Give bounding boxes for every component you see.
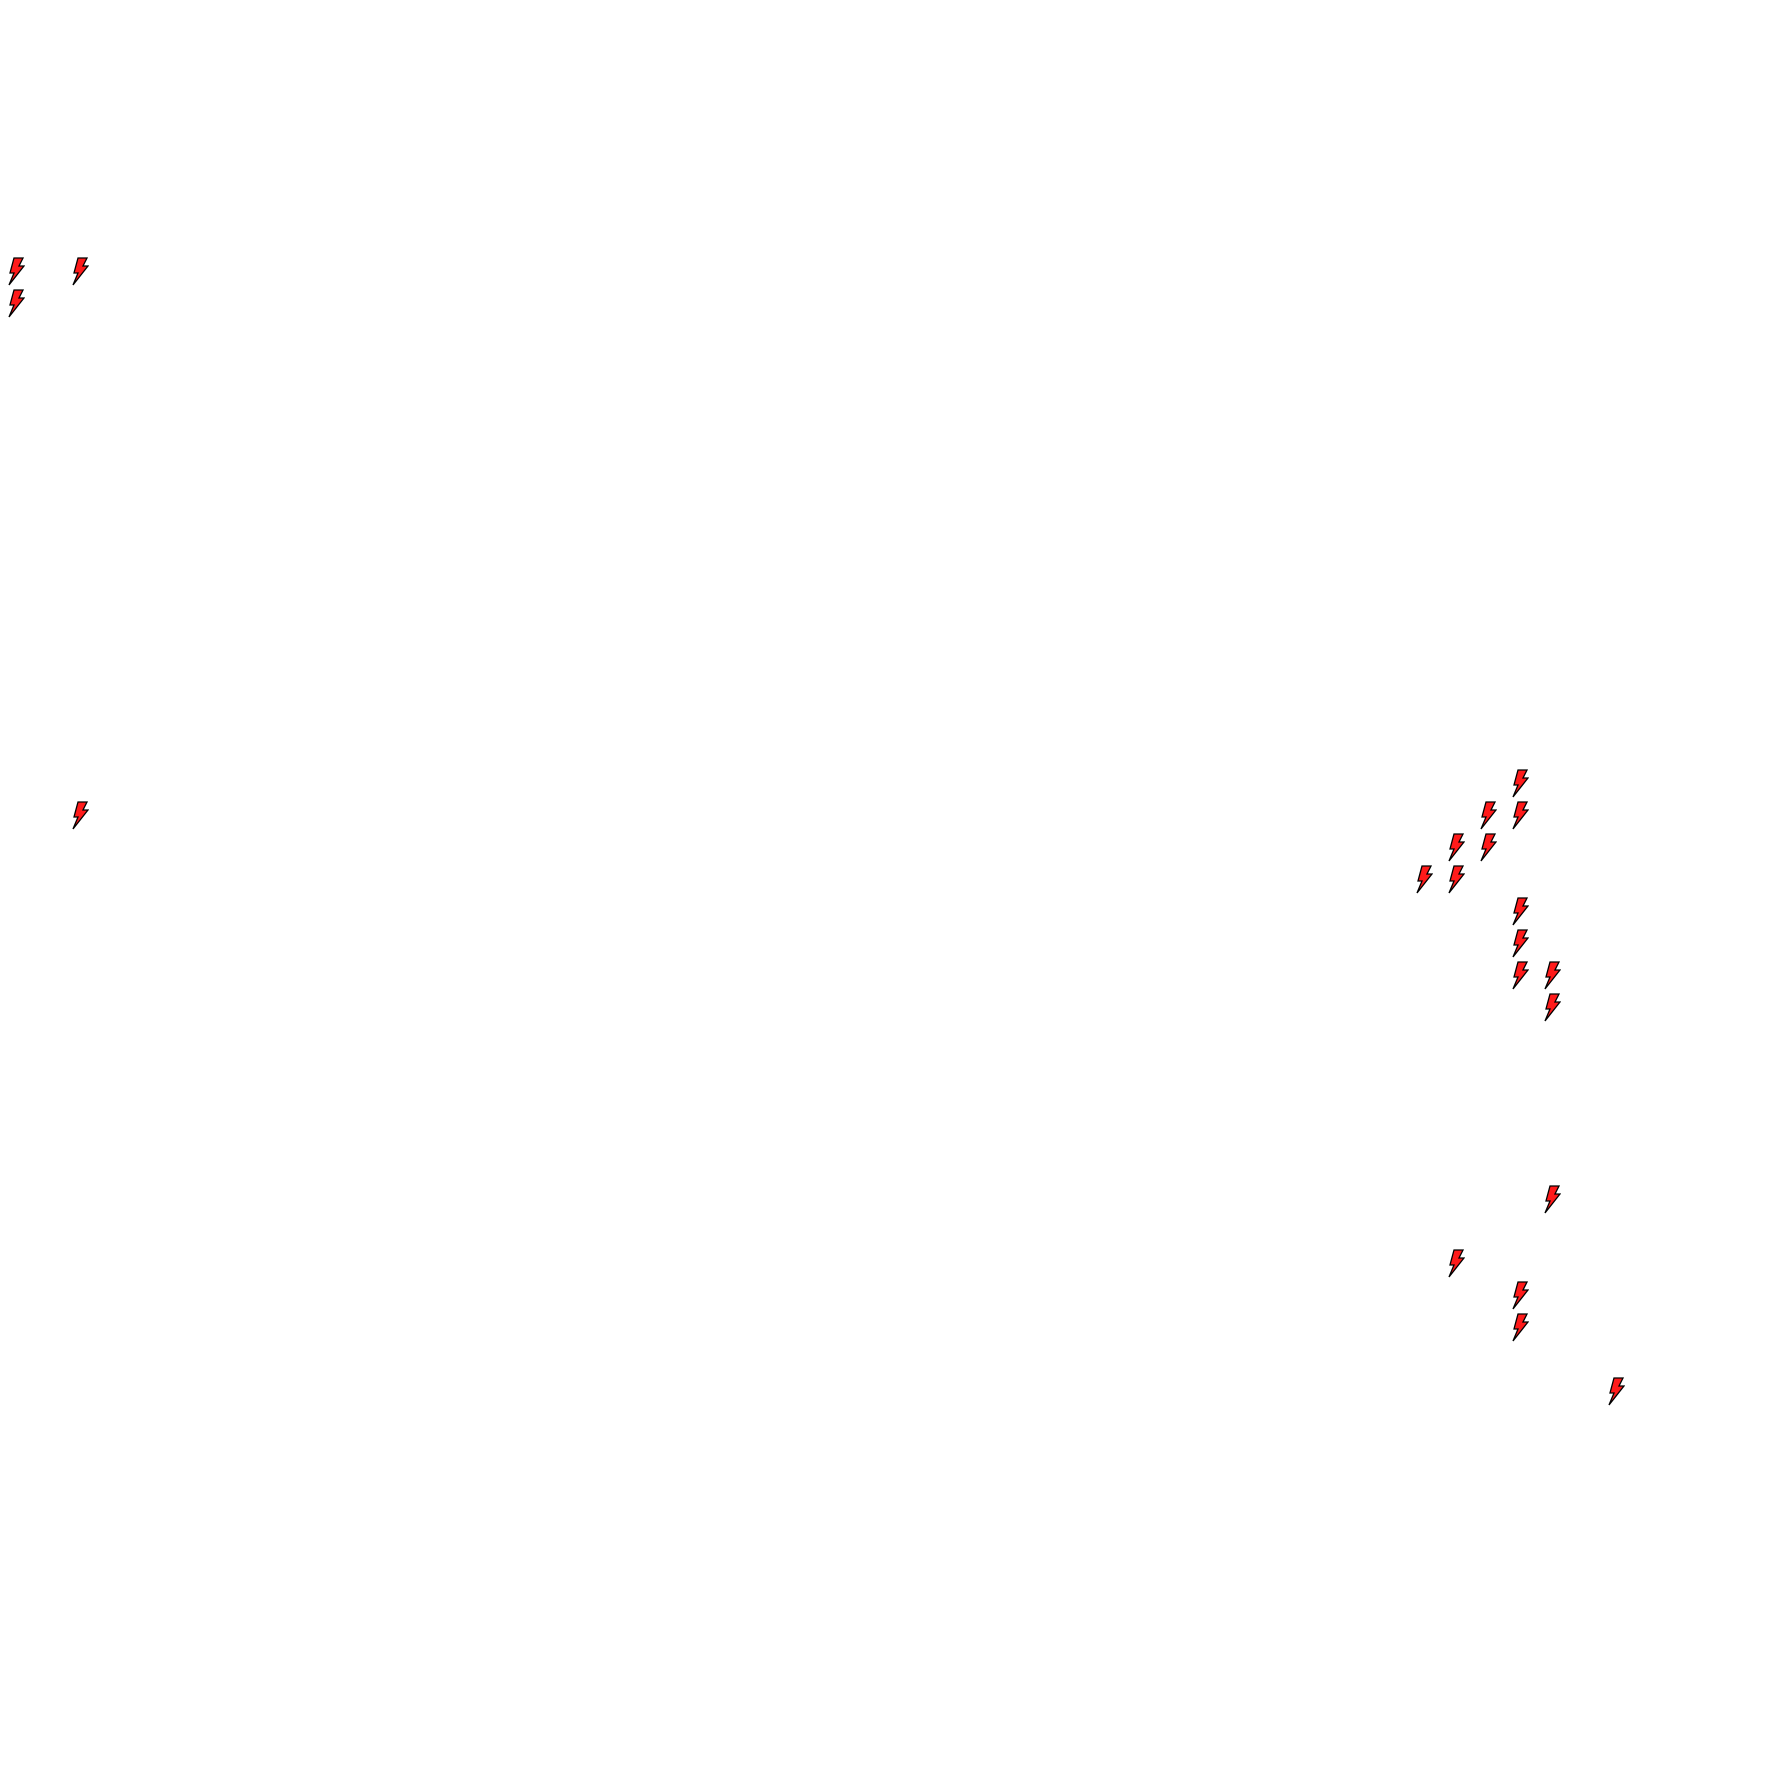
lightning-bolt-icon[interactable] — [1511, 1313, 1529, 1343]
lightning-bolt-icon[interactable] — [71, 257, 89, 287]
lightning-bolt-icon[interactable] — [1447, 1249, 1465, 1279]
lightning-bolt-icon[interactable] — [1543, 961, 1561, 991]
lightning-bolt-icon[interactable] — [1511, 929, 1529, 959]
lightning-bolt-icon[interactable] — [71, 801, 89, 831]
lightning-bolt-icon[interactable] — [1479, 833, 1497, 863]
lightning-bolt-icon[interactable] — [1447, 865, 1465, 895]
lightning-bolt-icon[interactable] — [7, 289, 25, 319]
lightning-bolt-icon[interactable] — [1511, 801, 1529, 831]
lightning-bolt-icon[interactable] — [1479, 801, 1497, 831]
lightning-bolt-icon[interactable] — [1511, 897, 1529, 927]
lightning-bolt-icon[interactable] — [1447, 833, 1465, 863]
lightning-bolt-icon[interactable] — [1415, 865, 1433, 895]
lightning-bolt-icon[interactable] — [1511, 961, 1529, 991]
lightning-bolt-icon[interactable] — [7, 257, 25, 287]
lightning-bolt-icon[interactable] — [1511, 1281, 1529, 1311]
lightning-bolt-icon[interactable] — [1511, 769, 1529, 799]
lightning-bolt-icon[interactable] — [1543, 993, 1561, 1023]
lightning-bolt-icon[interactable] — [1607, 1377, 1625, 1407]
lightning-bolt-icon[interactable] — [1543, 1185, 1561, 1215]
